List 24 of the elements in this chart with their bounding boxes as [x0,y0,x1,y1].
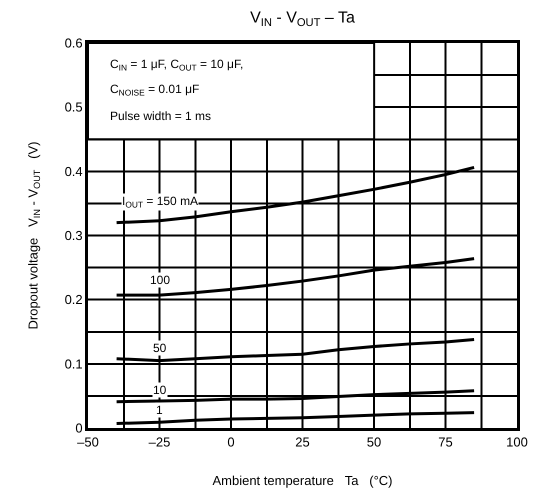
y-tick-label: 0 [75,420,83,436]
annotation: Pulse width = 1 ms [110,109,212,123]
series-label: 50 [153,341,167,355]
chart-title: V$_{IN}$ - V$_{OUT}$ – Ta [250,10,355,29]
x-tick-label: –25 [148,434,170,450]
y-tick-label: 0.5 [64,100,83,115]
annotation: C$_{IN}$ = 1 μF, C$_{OUT}$ = 10 μF, [110,57,244,73]
series-label: 100 [150,273,170,287]
y-tick-label: 0.2 [64,292,83,308]
x-tick-label: 0 [227,434,235,450]
y-tick-label: 0.4 [64,164,83,179]
x-tick-label: 100 [506,434,528,450]
x-tick-label: 75 [438,434,453,450]
series-label: 10 [153,383,167,397]
series-label: 1 [156,403,163,417]
x-tick-label: 25 [295,434,310,450]
annotation: C$_{NOISE}$ = 0.01 μF [110,82,200,98]
y-tick-label: 0.6 [64,36,83,51]
x-tick-label: 50 [366,434,382,450]
x-axis-title: Ambient temperature Ta (°C) [212,472,393,488]
series-label: I$_{OUT}$ = 150 mA [122,194,198,210]
y-tick-label: 0.3 [64,228,83,244]
x-tick-label: –50 [77,434,99,450]
y-tick-label: 0.1 [64,356,83,372]
